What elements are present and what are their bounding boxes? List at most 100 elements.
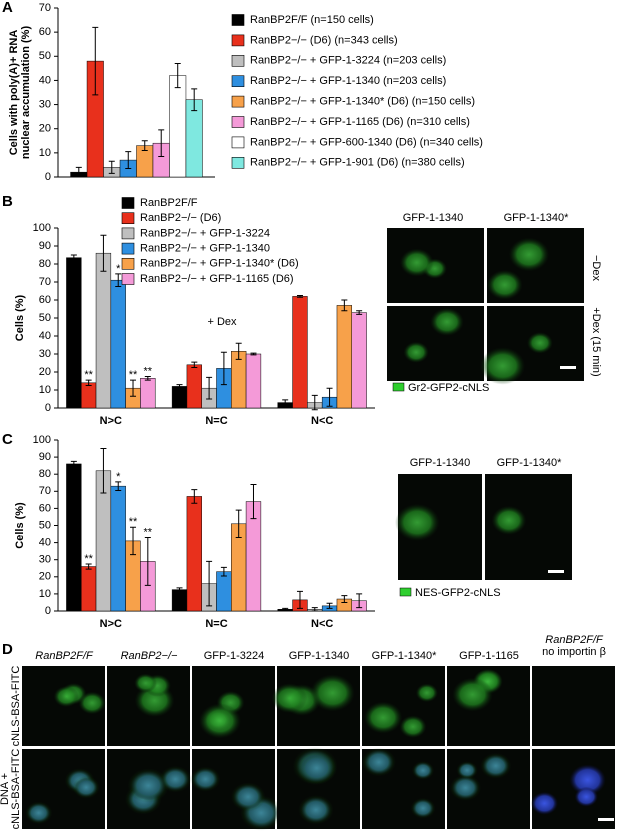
cell: [411, 761, 435, 780]
cell: [310, 674, 355, 712]
cell: [486, 269, 523, 300]
bar: [245, 353, 262, 409]
x-tick-label: N=C: [205, 415, 227, 427]
y-tick-label: 40: [39, 74, 51, 86]
bar: [66, 257, 82, 409]
cell: [480, 752, 512, 779]
legend-label: RanBP2F/F: [140, 197, 198, 209]
y-tick-label: 10: [39, 147, 51, 159]
significance: **: [144, 365, 153, 377]
legend-label: RanBP2−/− + GFP-1-1340* (D6): [140, 258, 299, 270]
cell: [127, 768, 170, 803]
error-bar: [115, 481, 122, 491]
cell: [394, 503, 440, 541]
legend-swatch: [231, 95, 245, 108]
y-tick-label: 60: [39, 502, 51, 514]
error-bar: [85, 379, 92, 386]
y-tick-label: 80: [39, 258, 51, 270]
significance: *: [116, 263, 121, 275]
error-bar: [158, 129, 165, 157]
cell: [25, 801, 53, 825]
y-axis-label: Cells (%): [14, 502, 26, 549]
panel-label: B: [2, 193, 13, 210]
y-tick-label: 70: [39, 276, 51, 288]
cell: [190, 766, 221, 792]
legend-swatch: [231, 14, 245, 26]
error-bar: [311, 607, 318, 612]
cell: [452, 677, 493, 712]
y-tick-label: 30: [39, 348, 51, 360]
error-bar: [70, 460, 77, 468]
y-tick-label: 50: [39, 312, 51, 324]
y-tick-label: 40: [39, 537, 51, 549]
legend-label: RanBP2−/− (D6) (n=343 cells): [250, 34, 398, 46]
legend-swatch: [231, 34, 245, 47]
cell: [491, 505, 527, 535]
error-bar: [125, 151, 132, 170]
bar: [292, 296, 308, 409]
error-bar: [92, 26, 99, 96]
micrograph: [532, 666, 615, 746]
error-bar: [85, 563, 92, 570]
legend-swatch: [399, 587, 412, 597]
error-bar: [75, 166, 82, 178]
error-bar: [326, 387, 333, 407]
y-tick-label: 80: [39, 468, 51, 480]
error-bar: [356, 593, 363, 609]
cell: [134, 673, 157, 693]
cell: [430, 307, 464, 336]
legend-label: RanBP2−/− + GFP-1-1340* (D6) (n=150 cell…: [250, 96, 475, 108]
y-tick-label: 20: [39, 366, 51, 378]
x-tick-label: N<C: [311, 618, 333, 630]
panel-label: D: [2, 641, 13, 658]
image-row-label: +Dex (15 min): [590, 307, 602, 376]
cell: [399, 248, 434, 277]
cell: [449, 774, 482, 801]
image-legend: NES-GFP2-cNLS: [415, 587, 501, 599]
legend-label: RanBP2−/− + GFP-1-1165 (D6) (n=310 cells…: [250, 116, 470, 128]
y-axis-label: Cells (%): [14, 294, 26, 341]
legend-swatch: [231, 157, 245, 169]
error-bar: [311, 394, 318, 411]
y-tick-label: 0: [45, 605, 51, 617]
legend-swatch: [392, 382, 405, 392]
y-tick-label: 0: [45, 402, 51, 414]
image-title: GFP-1-1340*: [504, 212, 570, 224]
image-row-label: cNLS-BSA-FITC: [10, 749, 22, 830]
error-bar: [250, 483, 257, 520]
error-bar: [191, 361, 198, 368]
scale-bar: [560, 366, 576, 369]
significance: **: [84, 369, 93, 381]
significance: **: [129, 369, 138, 381]
error-bar: [326, 602, 333, 609]
y-tick-label: 100: [33, 222, 51, 234]
bar: [216, 571, 232, 612]
error-bar: [108, 160, 115, 174]
cell: [410, 797, 436, 819]
error-bar: [100, 448, 107, 494]
image-title: GFP-1-1340: [403, 212, 464, 224]
y-tick-label: 100: [33, 434, 51, 446]
y-tick-label: 10: [39, 384, 51, 396]
y-tick-label: 10: [39, 588, 51, 600]
bar: [186, 496, 202, 612]
bar: [171, 589, 188, 612]
error-bar: [115, 273, 122, 287]
cell: [480, 347, 526, 385]
error-bar: [235, 509, 242, 538]
nucleus: [574, 786, 598, 807]
panel-label: C: [2, 431, 13, 448]
cell: [526, 332, 553, 354]
cell: [296, 751, 337, 785]
y-tick-label: 40: [39, 330, 51, 342]
image-row-label: DNA +: [0, 773, 11, 805]
image-title: no importin β: [542, 646, 606, 658]
significance: *: [116, 471, 121, 483]
x-tick-label: N=C: [205, 618, 227, 630]
error-bar: [191, 88, 198, 112]
error-bar: [220, 566, 227, 577]
bar: [110, 485, 126, 612]
nucleus: [569, 764, 606, 796]
legend-label: RanBP2−/− + GFP-1-1340: [140, 243, 270, 255]
